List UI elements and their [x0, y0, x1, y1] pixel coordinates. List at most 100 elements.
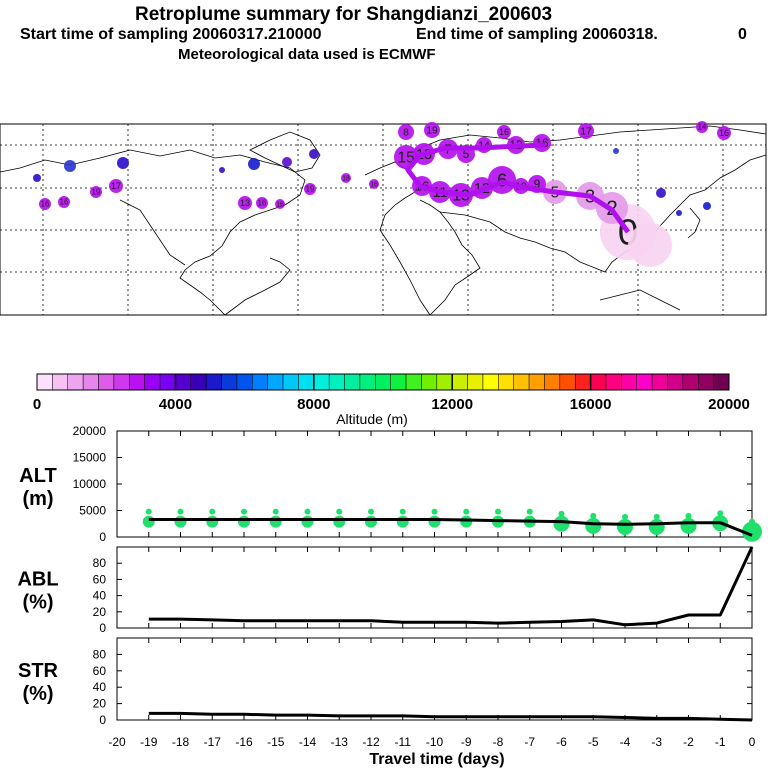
- altitude-cluster-point: [495, 508, 501, 515]
- plume-cluster-label: 16: [41, 200, 50, 209]
- plume-cluster: [398, 124, 414, 140]
- plume-cluster: [676, 210, 682, 216]
- plume-cluster-label: 9: [534, 178, 541, 191]
- altitude-cluster-point: [206, 515, 219, 528]
- y-tick-label: 15000: [73, 451, 107, 465]
- altitude-cluster-point: [333, 515, 346, 528]
- plume-cluster-label: 16: [258, 199, 267, 208]
- altitude-cluster-point: [463, 508, 470, 515]
- altitude-cluster-point: [653, 513, 660, 520]
- plume-cluster: [696, 121, 708, 133]
- x-tick-label: -9: [461, 735, 472, 749]
- altitude-cluster-point: [272, 508, 279, 515]
- plume-cluster: [424, 122, 440, 138]
- plume-cluster-label: 19: [306, 185, 315, 194]
- plume-cluster: [90, 186, 102, 198]
- series-line-abl: [148, 546, 754, 627]
- y-tick-label: 80: [93, 647, 107, 661]
- x-tick-label: -4: [620, 735, 631, 749]
- panel-unit: (%): [22, 592, 53, 614]
- series-line-alt: [148, 518, 753, 537]
- x-tick-label: -8: [493, 735, 504, 749]
- y-tick-label: 0: [99, 713, 106, 727]
- met-data-label: Meteorological data used is ECMWF: [178, 46, 436, 63]
- plume-cluster: [109, 179, 123, 193]
- y-tick-label: 0: [99, 530, 106, 544]
- plume-cluster-label: 16: [719, 128, 729, 138]
- plume-cluster: [369, 179, 379, 189]
- plume-cluster: [58, 196, 70, 208]
- plume-cluster-label: 15: [397, 149, 415, 166]
- plume-cluster-label: 16: [370, 181, 378, 188]
- plume-cluster: [341, 173, 351, 183]
- y-tick-label: 20: [93, 697, 107, 711]
- x-tick-label: -5: [588, 735, 599, 749]
- altitude-cluster-point: [622, 513, 628, 520]
- plume-cluster-label: 18: [342, 175, 350, 182]
- x-tick-label: -19: [140, 735, 158, 749]
- y-tick-label: 60: [93, 664, 107, 678]
- plume-cluster: [628, 223, 672, 267]
- plume-cluster-label: 17: [580, 127, 592, 138]
- altitude-cluster-point: [749, 518, 755, 525]
- x-tick-label: -10: [426, 735, 444, 749]
- plume-cluster: [33, 174, 41, 182]
- altitude-cluster-point: [177, 508, 184, 515]
- altitude-cluster-point: [336, 508, 343, 515]
- altitude-cluster-point: [241, 508, 247, 515]
- colorbar-tick-label: 16000: [570, 396, 612, 413]
- plume-cluster: [309, 149, 319, 159]
- plume-cluster: [238, 196, 252, 210]
- panel-unit: (m): [22, 488, 53, 510]
- x-axis-label: Travel time (days): [369, 751, 504, 768]
- x-axis: -20 -19 -18 -17 -16 -15 -14 -13 -12 -11 -10 -9 -8 -7-…: [108, 735, 755, 749]
- altitude-cluster-point: [460, 515, 473, 528]
- altitude-cluster-point: [617, 518, 633, 535]
- x-tick-label: -18: [172, 735, 190, 749]
- altitude-cluster-point: [396, 515, 409, 528]
- y-tick-label: 40: [93, 680, 107, 694]
- x-tick-label: -17: [204, 735, 222, 749]
- colorbar-tick-label: 20000: [708, 396, 750, 413]
- plume-cluster-label: 16: [276, 201, 284, 208]
- panel-frame: [116, 637, 753, 721]
- plume-cluster-label: 16: [60, 198, 69, 207]
- altitude-cluster-point: [145, 508, 152, 515]
- panel-label: ABL: [17, 569, 58, 591]
- x-tick-label: -15: [267, 735, 285, 749]
- end-time-suffix: 0: [738, 26, 747, 43]
- plume-cluster: [304, 183, 316, 195]
- x-tick-label: -11: [395, 735, 412, 749]
- plume-cluster: [256, 197, 268, 209]
- colorbar-swatches: [36, 373, 730, 391]
- altitude-cluster-point: [553, 515, 570, 532]
- plume-cluster-label: 13: [240, 198, 250, 208]
- plume-cluster-label: 19: [92, 188, 101, 197]
- plume-cluster-label: 8: [403, 128, 409, 139]
- panel-label: ALT: [19, 465, 56, 487]
- plume-cluster-label: 19: [426, 126, 438, 137]
- altitude-cluster-point: [209, 508, 216, 515]
- colorbar-tick-label: 4000: [159, 396, 192, 413]
- y-tick-label: 10000: [73, 477, 107, 491]
- colorbar-title: Altitude (m): [336, 411, 408, 427]
- panel-str: 0 20 40 60 80 STR(%): [18, 637, 753, 727]
- x-tick-label: -12: [362, 735, 380, 749]
- altitude-cluster-point: [142, 515, 155, 528]
- altitude-cluster-point: [174, 515, 187, 528]
- colorbar-tick-labels: 0 4000 8000 12000 16000 20000: [33, 396, 750, 413]
- plume-cluster: [717, 126, 731, 140]
- x-tick-label: -3: [651, 735, 662, 749]
- plume-cluster-label: 17: [111, 181, 121, 191]
- panel-frame: [116, 546, 753, 629]
- altitude-cluster-point: [590, 512, 597, 519]
- x-tick-label: -14: [299, 735, 317, 749]
- altitude-colorbar: 0 4000 8000 12000 16000 20000 Altitude (m): [33, 373, 750, 427]
- panel-abl: 0 20 40 60 80 ABL(%): [17, 546, 754, 635]
- altitude-cluster-point: [399, 508, 406, 515]
- altitude-cluster-point: [428, 515, 441, 528]
- plume-cluster: [39, 198, 51, 210]
- plume-cluster-label: 14: [698, 123, 707, 132]
